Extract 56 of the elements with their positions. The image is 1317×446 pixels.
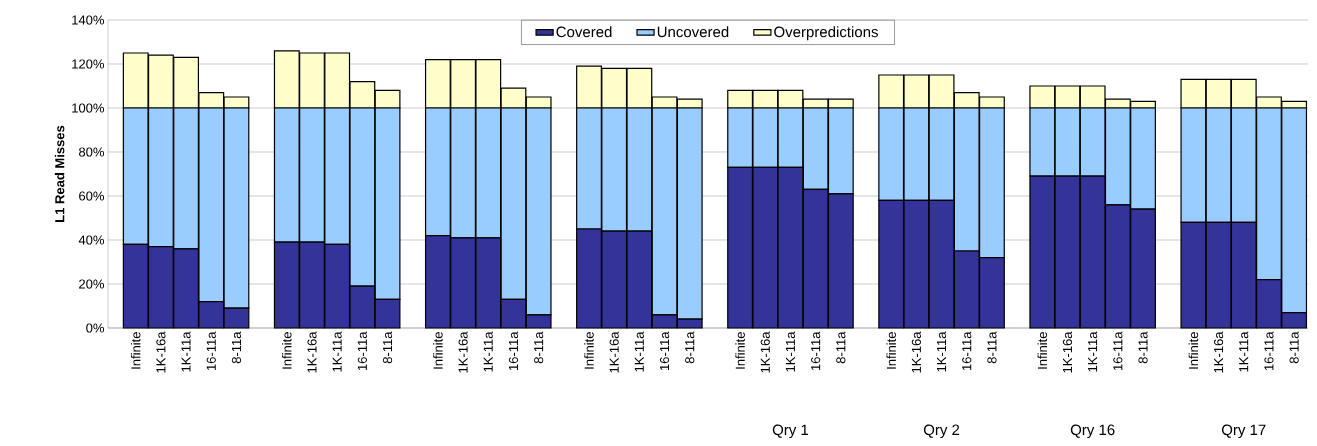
y-tick-label: 100% — [72, 103, 105, 113]
y-tick-label: 140% — [72, 15, 105, 25]
x-tick-label: 1K-11a — [1239, 331, 1249, 372]
x-tick-label: 8-11a — [836, 331, 846, 364]
text: Qry 1 — [772, 424, 809, 439]
x-tick-label: 16-11a — [1264, 331, 1274, 371]
x-tick-label: 16-11a — [357, 331, 367, 371]
x-tick-label: Infinite — [1188, 332, 1199, 369]
x-tick-label: 1K-16a — [307, 331, 317, 373]
x-tick-label: Infinite — [584, 332, 594, 369]
text: Qry 16 — [1070, 424, 1115, 439]
x-tick-label: 1K-16a — [609, 331, 619, 373]
x-tick-label: 16-11a — [206, 331, 216, 371]
x-tick-label: 1K-11a — [785, 331, 795, 372]
x-tick-label: Infinite — [735, 332, 745, 369]
x-tick-label: 1K-11a — [634, 331, 644, 372]
y-tick-label: 40% — [78, 235, 105, 245]
x-tick-label: 1K-11a — [181, 331, 191, 372]
x-tick-label: Infinite — [886, 332, 896, 369]
x-tick-label: 16-11a — [811, 331, 821, 371]
y-tick-label: 0% — [86, 323, 105, 333]
x-tick-label: 1K-11a — [332, 331, 342, 372]
y-tick-label: 20% — [79, 279, 105, 289]
x-tick-label: 1K-16a — [1213, 331, 1224, 373]
x-tick-label: 8-11a — [231, 331, 242, 364]
x-tick-label: Infinite — [282, 332, 292, 369]
y-axis-title: L1 Read Misses — [54, 125, 65, 222]
x-tick-label: 1K-16a — [911, 331, 921, 373]
text: Qry 17 — [1221, 424, 1266, 439]
x-tick-label: 1K-11a — [937, 331, 947, 372]
x-tick-label: 1K-16a — [1062, 331, 1073, 373]
legend-label: Uncovered — [657, 26, 729, 38]
x-tick-label: 16-11a — [1113, 331, 1123, 371]
x-tick-label: 1K-16a — [760, 331, 770, 373]
x-tick-label: Infinite — [433, 332, 443, 369]
x-tick-label: 8-11a — [685, 331, 695, 364]
x-tick-label: 8-11a — [1289, 331, 1299, 364]
text: Qry 2 — [923, 424, 960, 439]
x-tick-label: 16-11a — [508, 331, 519, 371]
x-tick-label: 16-11a — [962, 331, 972, 371]
x-tick-label: 8-11a — [534, 331, 544, 364]
x-tick-label: 1K-16a — [156, 331, 166, 373]
x-tick-label: 8-11a — [987, 331, 997, 364]
legend-label: Covered — [556, 26, 612, 38]
x-tick-label: Infinite — [130, 332, 141, 369]
x-tick-label: 1K-11a — [483, 331, 493, 372]
x-tick-label: 8-11a — [1138, 331, 1148, 364]
y-tick-label: 80% — [79, 147, 105, 157]
x-tick-label: 16-11a — [659, 331, 670, 371]
x-tick-label: Infinite — [1037, 332, 1048, 369]
y-tick-label: 60% — [79, 191, 105, 201]
x-tick-label: 1K-16a — [458, 331, 468, 373]
y-tick-label: 120% — [72, 59, 105, 69]
x-tick-label: 1K-11a — [1088, 331, 1098, 372]
legend-label: Overpredictions — [774, 26, 878, 41]
x-tick-label: 8-11a — [382, 331, 393, 364]
